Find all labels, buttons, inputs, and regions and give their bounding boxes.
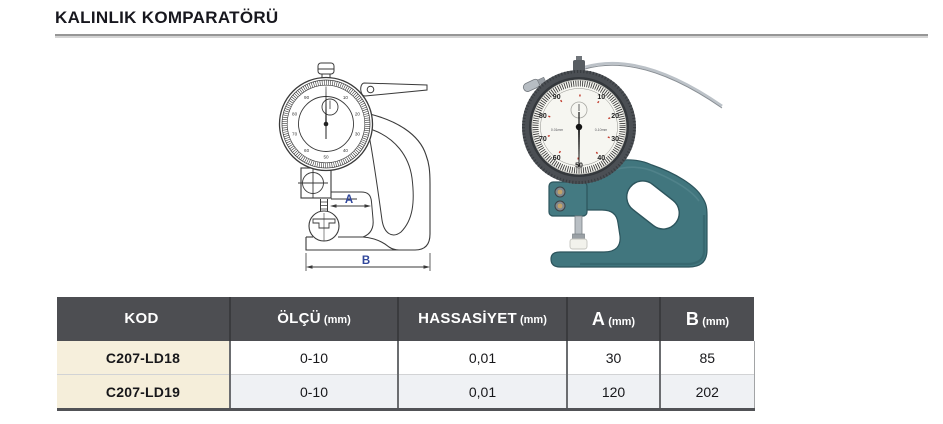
clamp-block xyxy=(298,167,332,199)
dial-number: 40 xyxy=(597,155,605,162)
page-title: KALINLIK KOMPARATÖRÜ xyxy=(55,8,279,27)
dial-indicator-drawing: 10 20 30 40 50 60 70 80 90 xyxy=(278,76,374,172)
dial-range-text: 0-10mm xyxy=(595,128,608,132)
thickness-gauge-technical-drawing: 10 20 30 40 50 60 70 80 90 A xyxy=(278,62,431,271)
screws xyxy=(554,186,566,212)
cell-hassasiyet: 0,01 xyxy=(398,341,568,375)
dial-number: 90 xyxy=(304,95,310,100)
cell-olcu: 0-10 xyxy=(230,374,399,411)
cell-a: 30 xyxy=(567,341,661,375)
dimension-b: B xyxy=(305,253,431,271)
dial-number: 10 xyxy=(597,94,605,101)
cell-a: 120 xyxy=(567,374,661,411)
col-header-unit: (mm) xyxy=(702,315,730,328)
screw-block xyxy=(548,181,588,217)
tick-ring xyxy=(532,80,626,174)
cell-hassasiyet: 0,01 xyxy=(398,374,568,411)
dimension-b-label: B xyxy=(362,255,370,267)
dial-number: 80 xyxy=(292,111,298,116)
dial-number: 20 xyxy=(611,113,619,120)
dial-number: 10 xyxy=(343,95,349,100)
cell-b: 85 xyxy=(660,341,755,375)
gauge-frame-outline xyxy=(305,110,431,251)
needle xyxy=(323,86,329,139)
needle xyxy=(575,112,583,169)
title-divider xyxy=(55,34,928,36)
tick-ring xyxy=(282,80,370,168)
lifting-lever xyxy=(584,61,723,109)
col-header-unit: (mm) xyxy=(608,315,636,328)
bezel-clamp-knob xyxy=(522,76,547,92)
col-header-label: KOD xyxy=(124,310,159,327)
spindle xyxy=(569,215,588,250)
header-row: KOD ÖLÇÜ (mm) HASSASİYET (mm) A (mm) B (mm) xyxy=(57,297,754,341)
cell-b: 202 xyxy=(660,374,755,411)
cell-olcu: 0-10 xyxy=(230,341,399,375)
dial-number: 60 xyxy=(553,155,561,162)
dial-number: 30 xyxy=(611,136,619,143)
col-header-kod: KOD xyxy=(57,297,231,341)
col-header-hassasiyet: HASSASİYET (mm) xyxy=(398,297,568,341)
dial-number: 60 xyxy=(304,148,310,153)
spindle-and-anvil xyxy=(308,199,340,242)
table-row: C207-LD18 0-10 0,01 30 85 xyxy=(57,341,755,375)
dial-indicator: 10 20 30 40 50 60 70 80 90 0.01mm 0-10mm xyxy=(522,70,636,184)
spec-table: KOD ÖLÇÜ (mm) HASSASİYET (mm) A (mm) B (mm) … xyxy=(57,297,755,411)
revolution-counter xyxy=(321,98,339,116)
col-header-b: B (mm) xyxy=(660,297,754,341)
col-header-label: B xyxy=(685,308,700,329)
col-header-olcu: ÖLÇÜ (mm) xyxy=(230,297,399,341)
dial-number: 40 xyxy=(343,148,349,153)
col-header-label: ÖLÇÜ xyxy=(277,310,321,327)
dial-number: 50 xyxy=(323,155,329,160)
red-marks xyxy=(546,94,612,160)
dial-number: 90 xyxy=(553,94,561,101)
dial-number: 70 xyxy=(539,136,547,143)
lifting-lever xyxy=(360,82,428,97)
col-header-label: A xyxy=(591,308,606,329)
dial-number: 30 xyxy=(355,132,361,137)
col-header-a: A (mm) xyxy=(567,297,661,341)
table-row: C207-LD19 0-10 0,01 120 202 xyxy=(57,374,755,411)
thickness-gauge-photo: 10 20 30 40 50 60 70 80 90 0.01mm 0-10mm xyxy=(522,56,723,268)
col-header-unit: (mm) xyxy=(323,314,351,326)
gauge-frame xyxy=(548,159,708,268)
dial-number: 70 xyxy=(292,132,298,137)
crosshair-icon xyxy=(298,168,328,198)
dimension-a: A xyxy=(330,194,371,208)
col-header-unit: (mm) xyxy=(519,314,547,326)
dimension-a-label: A xyxy=(345,194,353,206)
contact-tip xyxy=(569,238,588,250)
dial-number: 80 xyxy=(539,113,547,120)
dial-range-text: 0.01mm xyxy=(551,128,563,132)
dial-number: 20 xyxy=(355,111,361,116)
cell-kod: C207-LD18 xyxy=(57,341,231,375)
dial-numbers: 10 20 30 40 50 60 70 80 90 xyxy=(292,95,360,160)
cell-kod: C207-LD19 xyxy=(57,374,231,411)
col-header-label: HASSASİYET xyxy=(418,310,517,327)
